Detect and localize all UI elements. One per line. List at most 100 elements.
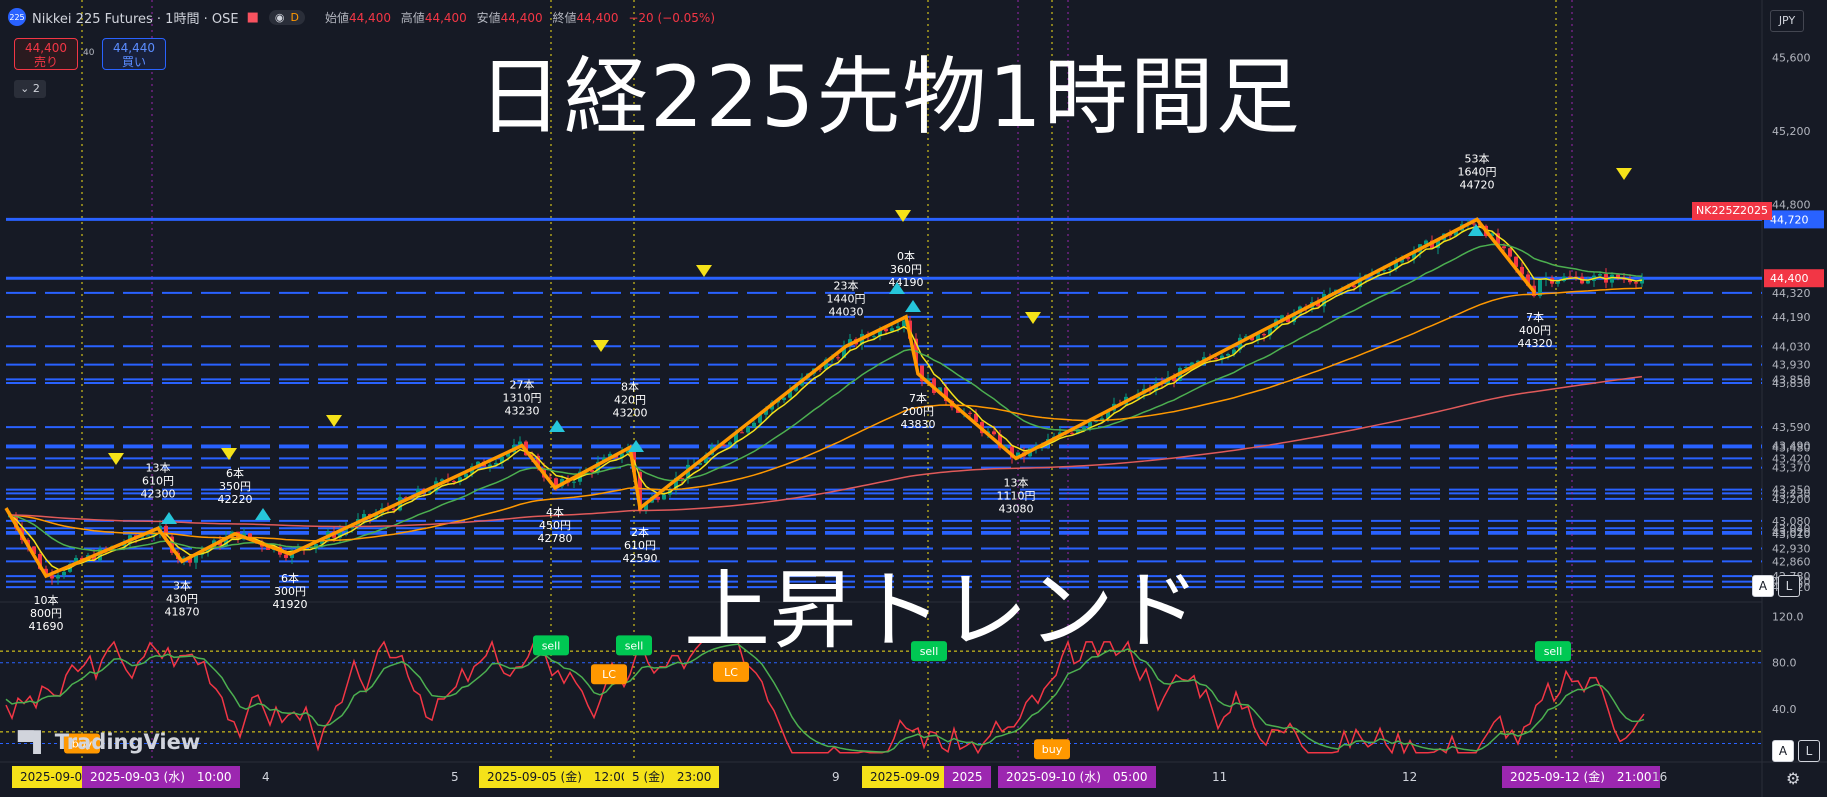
symbol-title[interactable]: Nikkei 225 Futures · 1時間 · OSE [32,11,239,27]
candle-body [836,357,840,359]
price-tick-16: 43,250 [1772,484,1811,497]
zigzag-label-7-2: 42780 [538,532,573,545]
candle-body [1514,256,1518,267]
candle-body [818,368,822,370]
price-tick-24: 42,860 [1772,555,1811,568]
osc-auto-scale-button[interactable]: A [1772,740,1794,762]
candle-body [338,530,342,538]
xtick-9: 9 [832,770,840,784]
zigzag-label-13-1: 1110円 [997,489,1036,502]
log-scale-button[interactable]: L [1778,575,1800,597]
candle-body [1382,269,1386,271]
sell-button[interactable]: 44,400 売り [14,38,78,70]
candle-body [1490,233,1494,237]
buy-signal-triangle [161,512,177,524]
candle-body [872,336,876,338]
zigzag-label-15-0: 7本 [1526,310,1544,324]
zigzag-label-6-0: 27本 [510,378,535,392]
indicator-collapse-button[interactable]: ⌄ 2 [14,80,46,98]
candle-body [1538,279,1542,297]
price-tick-0: 45,600 [1772,52,1811,65]
candle-body [1256,334,1260,341]
candle-body [752,422,756,428]
candle-body [1586,280,1590,284]
price-tick-23: 42,930 [1772,543,1811,556]
candle-body [1568,276,1572,278]
candle-body [56,575,60,579]
sell-label: 売り [33,55,58,69]
osc-signal-sell-1 [533,635,569,656]
osc-log-scale-button[interactable]: L [1798,740,1820,762]
candle-body [122,543,126,546]
zigzag-label-1-2: 41690 [29,620,64,633]
low-value: 44,400 [500,10,543,25]
price-tick-7: 44,030 [1772,340,1811,353]
zigzag-label-9-0: 2本 [631,525,649,539]
candle-body [902,320,906,327]
candle-body [1190,362,1194,368]
gear-icon[interactable]: ⚙ [1786,769,1801,788]
candle-body [1244,336,1248,338]
candle-body [38,553,42,569]
tradingview-logo[interactable]: ▀▌ TradingView [18,730,200,754]
candle-body [1010,446,1014,458]
price-tag-bg-3 [1764,210,1824,229]
candle-body [1502,246,1506,249]
zigzag-label-2-0: 13本 [146,460,171,474]
price-tick-10: 43,830 [1772,377,1811,390]
buy-button[interactable]: 44,440 買い [102,38,166,70]
flag-icon[interactable]: ■ [246,9,259,25]
candle-body [1622,278,1626,280]
candle-body [488,464,492,467]
osc-signal-label-2: LC [602,668,616,681]
buy-signal-triangle [1468,224,1484,236]
zigzag-label-5-0: 6本 [281,571,299,585]
candle-body [266,546,270,550]
candle-body [884,328,888,332]
candle-body [500,456,504,463]
candle-body [704,454,708,464]
zigzag-label-12-1: 200円 [902,405,934,418]
zigzag-label-2-2: 42300 [141,487,176,500]
candle-body [1106,410,1110,419]
currency-selector[interactable]: JPY [1770,10,1804,32]
osc-tick-2: 40.0 [1772,703,1797,716]
candle-body [14,514,18,528]
candle-body [1352,285,1356,288]
osc-signal-label-7: sell [1544,645,1563,658]
price-tick-6: 44,190 [1772,311,1811,324]
candle-body [680,477,684,479]
candle-body [362,514,366,520]
candle-body [1232,349,1236,354]
zigzag-label-5-2: 41920 [273,598,308,611]
sell-signal-triangle [696,265,712,277]
candle-body [1316,302,1320,307]
candle-body [1172,377,1176,381]
candle-body [50,575,54,579]
candle-body [590,469,594,472]
candle-body [1088,421,1092,427]
xtag-2: 2025-09-03 (水) 10:00 [82,766,240,788]
high-value: 44,400 [424,10,467,25]
candle-body [1070,432,1074,434]
ema-mid-line [9,243,1643,552]
candle-body [1358,277,1362,288]
candle-body [788,390,792,398]
candle-body [1394,262,1398,269]
buy-signal-triangle [255,508,271,520]
osc-signal-sell-3 [616,635,652,656]
price-tag-bg-4 [1764,269,1824,288]
sell-signal-triangle [1025,312,1041,324]
candle-body [1280,315,1284,320]
visibility-pill[interactable]: ◉ D [268,9,305,25]
zigzag-label-4-1: 350円 [219,480,251,493]
candle-body [1268,328,1272,336]
xtag-6: 2025 [944,766,991,788]
auto-scale-button[interactable]: A [1752,575,1774,597]
osc-signal-label-0: buy [72,737,93,750]
delay-badge: D [290,10,299,24]
price-tick-18: 43,200 [1772,493,1811,506]
candle-body [1640,278,1644,284]
candle-body [974,413,978,423]
